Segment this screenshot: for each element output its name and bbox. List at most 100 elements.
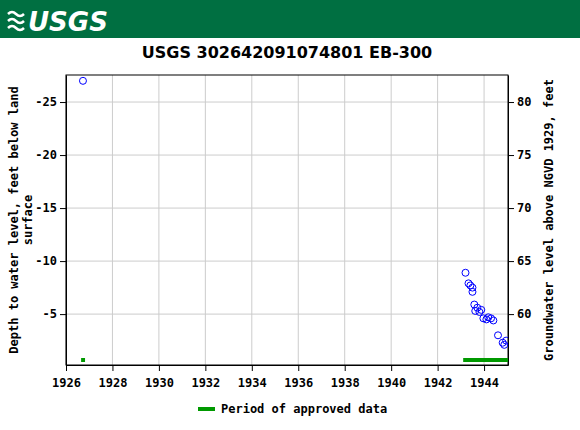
y2-axis-line <box>508 76 509 366</box>
tick-mark <box>345 365 346 371</box>
tick: 80 <box>508 95 531 109</box>
tick-mark <box>60 314 66 315</box>
tick-mark <box>438 365 439 371</box>
tick-label: 80 <box>517 95 531 109</box>
tick-mark <box>484 365 485 371</box>
grid-line-y <box>66 102 508 103</box>
tick-label: 1932 <box>191 376 220 390</box>
tick-label: 65 <box>517 254 531 268</box>
header-bar <box>0 0 580 38</box>
y2-axis-title: Groundwater level above NGVD 1929, feet <box>542 79 556 361</box>
tick: -5 <box>43 307 66 321</box>
legend-label: Period of approved data <box>221 402 387 416</box>
approved-period <box>81 358 85 362</box>
chart: USGSUSGS 302642091074801 EB-300192619281… <box>0 0 580 430</box>
data-point <box>490 317 497 324</box>
legend: Period of approved data <box>198 402 387 416</box>
grid-line-x <box>391 75 392 365</box>
title: USGS 302642091074801 EB-300 <box>142 43 432 62</box>
tick: 1936 <box>284 365 313 390</box>
tick-label: -5 <box>43 307 57 321</box>
tick: 70 <box>508 201 531 215</box>
tick: -20 <box>35 148 66 162</box>
y-axis-line <box>66 76 67 366</box>
tick-label: -20 <box>35 148 57 162</box>
grid-line-x <box>158 75 159 365</box>
x-axis-line <box>67 365 509 366</box>
tick-mark <box>508 314 514 315</box>
tick: 1938 <box>331 365 360 390</box>
approved-period <box>463 358 508 362</box>
tick-label: -15 <box>35 201 57 215</box>
grid-line-x <box>298 75 299 365</box>
marks <box>79 77 508 360</box>
tick: 1934 <box>238 365 267 390</box>
tick: -10 <box>35 254 66 268</box>
data-point <box>462 269 469 276</box>
grid-line-x <box>205 75 206 365</box>
tick-label: -25 <box>35 95 57 109</box>
tick-label: 1940 <box>377 376 406 390</box>
tick-mark <box>391 365 392 371</box>
y2-axis: 60 65 70 75 80 <box>508 76 531 366</box>
grid-line-x <box>251 75 252 365</box>
tick: 1926 <box>52 365 81 390</box>
y-axis-title-line: surface <box>21 195 35 246</box>
plot-frame <box>66 75 508 365</box>
data-point <box>465 280 472 287</box>
tick-mark <box>112 365 113 371</box>
tick: -25 <box>35 95 66 109</box>
data-point <box>476 308 483 315</box>
tick: -15 <box>35 201 66 215</box>
tick-mark <box>66 365 67 371</box>
tick: 75 <box>508 148 531 162</box>
tick-label: 1928 <box>98 376 127 390</box>
tick-mark <box>60 102 66 103</box>
logo-wave <box>8 12 24 30</box>
data-point <box>478 306 485 313</box>
tick-label: 75 <box>517 148 531 162</box>
grid-line-y <box>66 314 508 315</box>
tick-label: 60 <box>517 307 531 321</box>
tick-mark <box>252 365 253 371</box>
tick: 65 <box>508 254 531 268</box>
y-axis-title-line: Depth to water level, feet below land <box>7 86 21 353</box>
tick-label: 1936 <box>284 376 313 390</box>
tick-mark <box>508 155 514 156</box>
grid-line-x <box>344 75 345 365</box>
tick-mark <box>298 365 299 371</box>
tick-label: 1926 <box>52 376 81 390</box>
tick-mark <box>60 261 66 262</box>
data-point <box>495 332 502 339</box>
tick: 60 <box>508 307 531 321</box>
grid-line-y <box>66 155 508 156</box>
tick: 1930 <box>145 365 174 390</box>
data-point <box>79 77 86 84</box>
tick-label: -10 <box>35 254 57 268</box>
tick-mark <box>159 365 160 371</box>
tick-mark <box>508 208 514 209</box>
tick: 1944 <box>470 365 499 390</box>
grid-line-y <box>66 208 508 209</box>
data-point <box>501 341 508 348</box>
tick-mark <box>508 261 514 262</box>
tick: 1928 <box>98 365 127 390</box>
tick-label: 1942 <box>424 376 453 390</box>
logo: USGS <box>28 7 108 37</box>
tick: 1932 <box>191 365 220 390</box>
y-axis-title: Depth to water level, feet below landsur… <box>7 86 35 353</box>
tick-mark <box>60 208 66 209</box>
tick-label: 1944 <box>470 376 499 390</box>
tick-label: 70 <box>517 201 531 215</box>
tick-mark <box>205 365 206 371</box>
x-axis: 1926 1928 1930 1932 1934 1936 1938 1940 1942 1944 <box>52 365 508 390</box>
data-point <box>503 337 508 344</box>
tick-label: 1938 <box>331 376 360 390</box>
tick: 1942 <box>424 365 453 390</box>
grid-line-y <box>66 261 508 262</box>
legend-swatch <box>198 407 215 411</box>
tick-label: 1930 <box>145 376 174 390</box>
grid <box>66 75 508 365</box>
grid-line-x <box>437 75 438 365</box>
tick-mark <box>60 155 66 156</box>
